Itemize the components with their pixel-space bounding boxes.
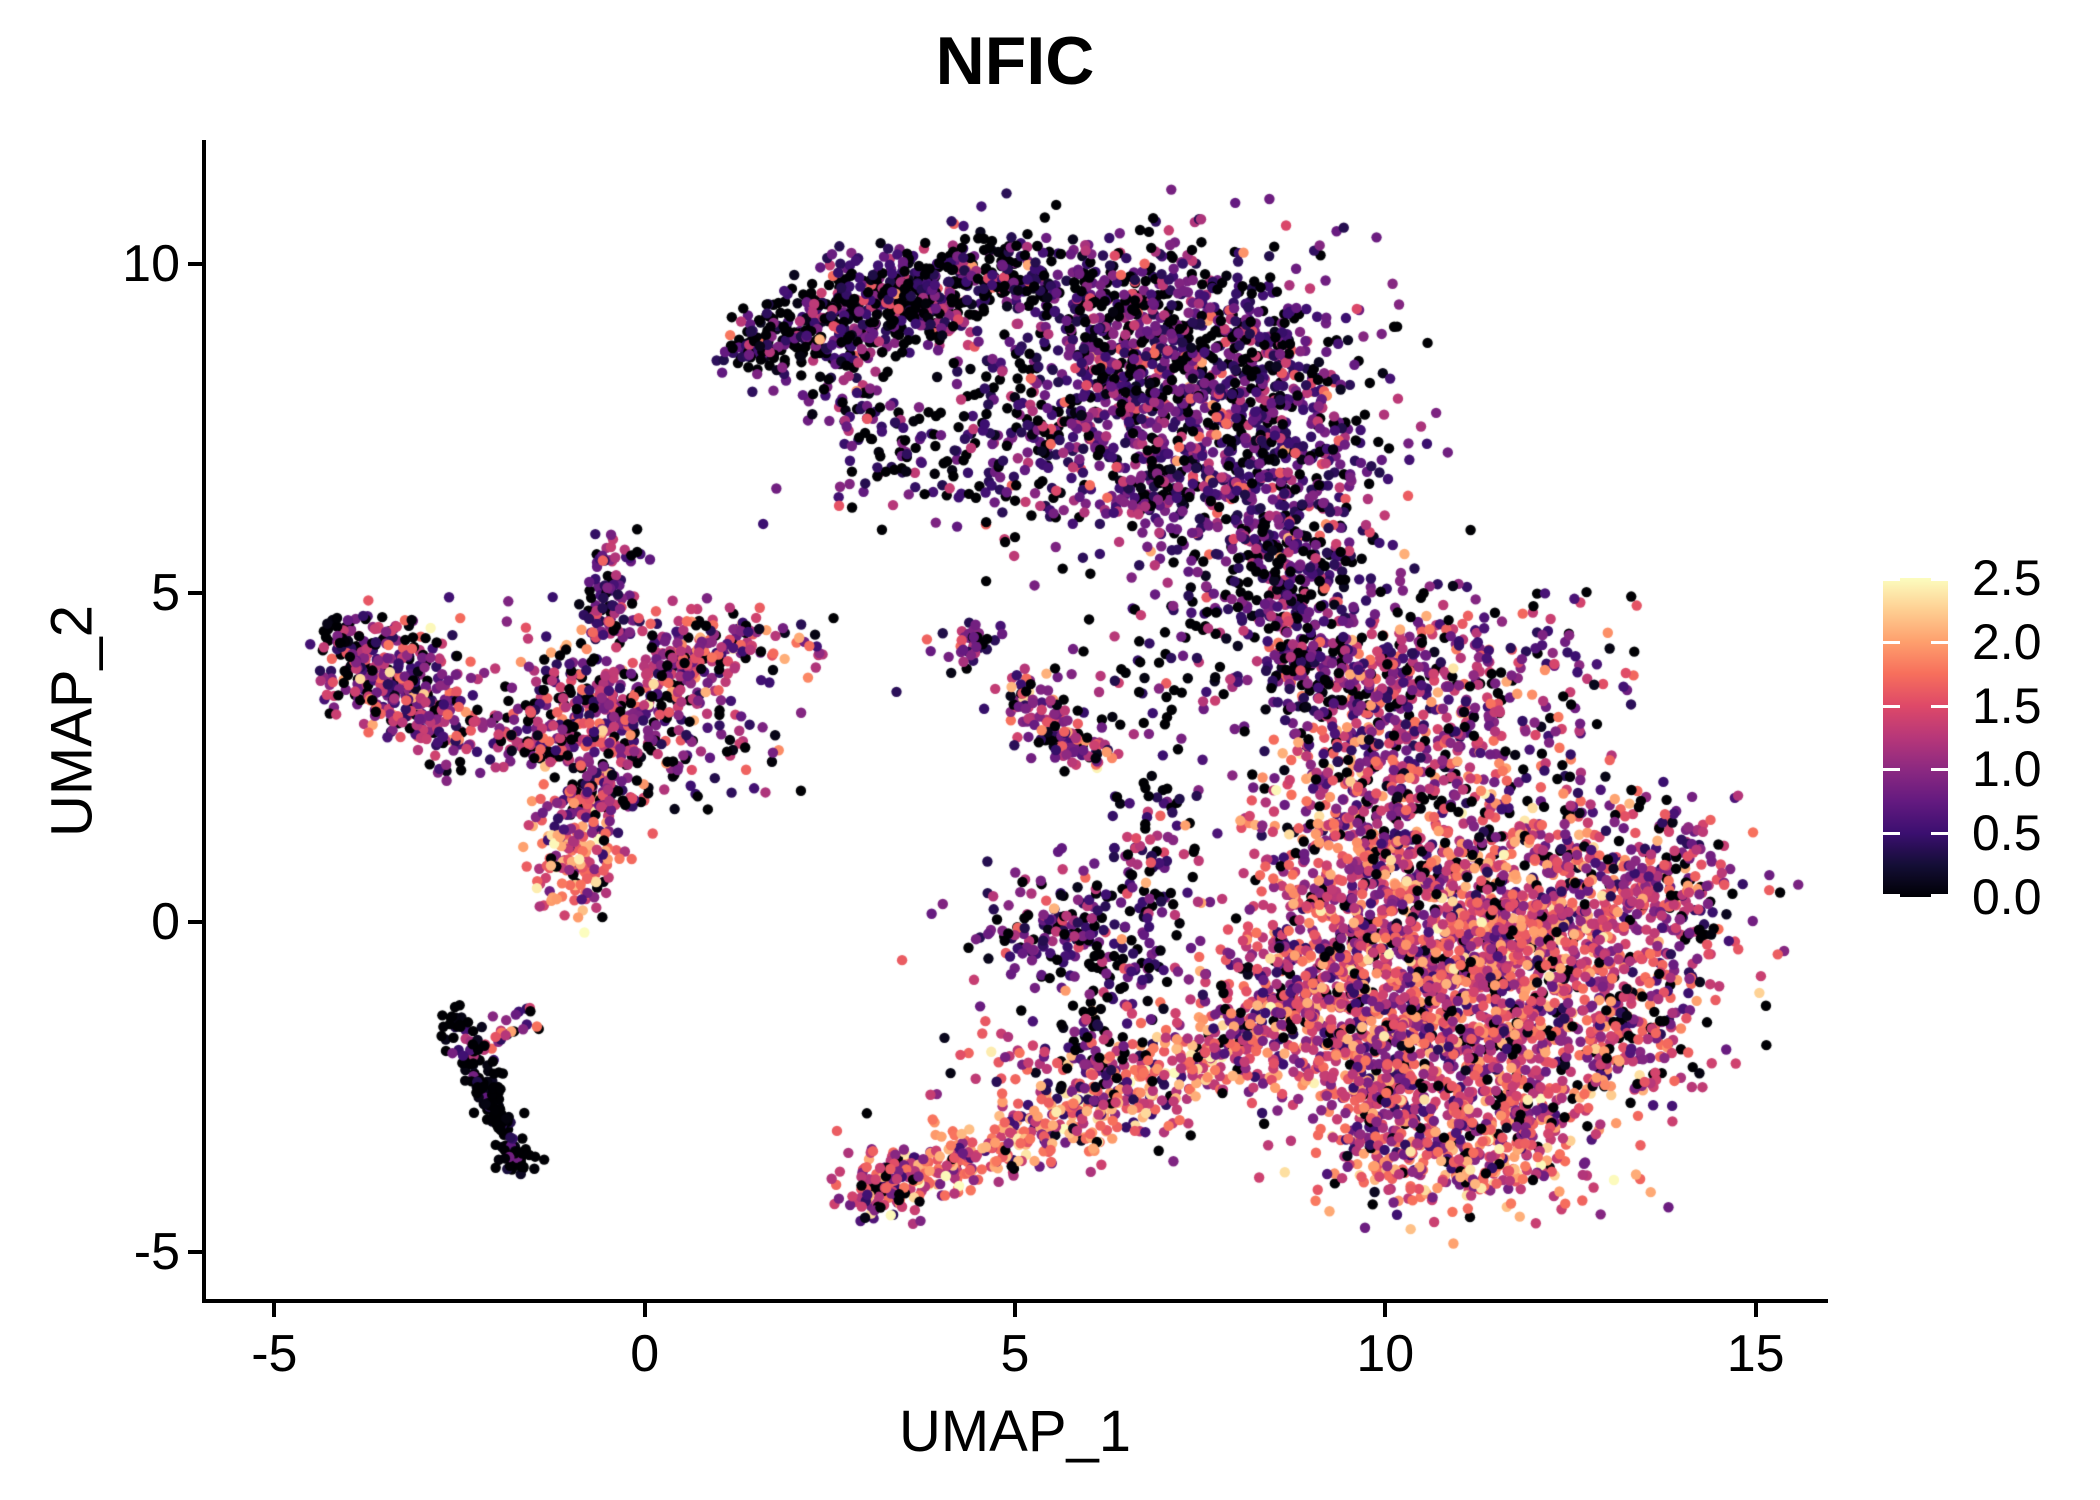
x-tick-mark bbox=[1013, 1303, 1017, 1317]
colorbar-tick-label: 2.5 bbox=[1972, 550, 2042, 606]
x-tick-label: 0 bbox=[630, 1325, 660, 1383]
colorbar-tick-label: 2.0 bbox=[1972, 613, 2042, 670]
colorbar-tick-label: 1.5 bbox=[1972, 677, 2042, 734]
x-tick-mark bbox=[1383, 1303, 1388, 1317]
x-tick-mark bbox=[272, 1303, 277, 1317]
colorbar-tick-mark bbox=[1931, 768, 1948, 772]
y-tick-mark bbox=[188, 1249, 202, 1254]
colorbar-tick-mark bbox=[1883, 768, 1900, 772]
x-tick-mark bbox=[642, 1303, 647, 1317]
colorbar-tick-label: 1.0 bbox=[1972, 741, 2042, 798]
colorbar-tick-label: 0.0 bbox=[1972, 869, 2042, 925]
x-tick-label: 5 bbox=[1000, 1325, 1030, 1383]
colorbar-tick-mark bbox=[1883, 640, 1900, 644]
y-axis-title: UMAP_2 bbox=[39, 604, 105, 838]
colorbar-tick-mark bbox=[1883, 832, 1900, 836]
colorbar-tick-mark bbox=[1883, 704, 1900, 708]
x-tick-label: 15 bbox=[1726, 1325, 1785, 1383]
colorbar-tick-label: 0.5 bbox=[1972, 805, 2042, 862]
colorbar-gradient bbox=[1883, 578, 1948, 897]
colorbar-tick-mark bbox=[1931, 832, 1948, 836]
y-tick-mark bbox=[188, 261, 202, 266]
x-axis-title: UMAP_1 bbox=[898, 1399, 1132, 1464]
x-axis-line bbox=[202, 1299, 1828, 1303]
colorbar-tick-mark bbox=[1931, 578, 1948, 581]
colorbar-tick-mark bbox=[1883, 578, 1900, 581]
colorbar-tick-mark bbox=[1883, 894, 1900, 897]
x-tick-mark bbox=[1753, 1303, 1758, 1317]
y-tick-mark bbox=[188, 591, 202, 596]
colorbar-tick-mark bbox=[1931, 894, 1948, 897]
y-tick-label: -5 bbox=[133, 1222, 180, 1281]
y-tick-label: 10 bbox=[122, 234, 180, 293]
y-tick-label: 0 bbox=[151, 893, 180, 952]
y-axis-line bbox=[202, 140, 206, 1303]
y-tick-mark bbox=[188, 920, 202, 925]
colorbar-tick-mark bbox=[1931, 704, 1948, 708]
x-tick-label: -5 bbox=[251, 1325, 298, 1383]
y-tick-label: 5 bbox=[151, 564, 180, 623]
plot-title: NFIC bbox=[935, 23, 1095, 99]
colorbar-tick-mark bbox=[1931, 640, 1948, 644]
x-tick-label: 10 bbox=[1356, 1325, 1415, 1383]
